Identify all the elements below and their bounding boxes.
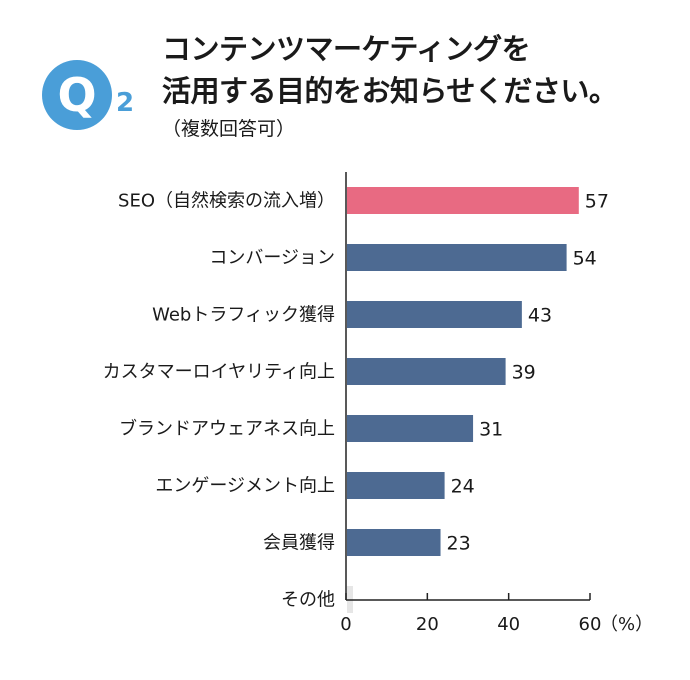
question-badge: Q (42, 60, 112, 130)
category-label-5: エンゲージメント向上 (155, 476, 335, 497)
bar-1 (347, 244, 567, 271)
category-label-6: 会員獲得 (263, 533, 335, 554)
value-label-4: 31 (479, 419, 503, 441)
bar-0 (347, 187, 579, 214)
value-label-0: 57 (585, 191, 609, 213)
value-label-1: 54 (573, 248, 597, 270)
question-number: 2 (116, 88, 135, 118)
x-axis-unit: （%） (600, 614, 653, 635)
x-tick-label-3: 60 (579, 614, 602, 635)
title-line-1: コンテンツマーケティングを (162, 32, 531, 66)
x-tick-label-1: 20 (416, 614, 439, 635)
bar-4 (347, 415, 474, 442)
category-label-1: コンバージョン (209, 248, 335, 269)
category-label-2: Webトラフィック獲得 (152, 305, 335, 326)
bar-3 (347, 358, 506, 385)
bars-group: SEO（自然検索の流入増） 57 コンバージョン 54 Webトラフィック獲得 43 カスタ… (103, 187, 609, 613)
value-label-5: 24 (451, 476, 475, 498)
category-label-4: ブランドアウェアネス向上 (119, 418, 335, 440)
value-label-3: 39 (512, 362, 536, 384)
category-label-3: カスタマーロイヤリティ向上 (103, 362, 335, 383)
chart-title: コンテンツマーケティングを 活用する目的をお知らせください。 (162, 28, 682, 112)
chart-subtitle: （複数回答可） (162, 118, 296, 140)
x-tick-label-0: 0 (340, 614, 351, 635)
category-label-7: その他 (281, 590, 335, 611)
bar-2 (347, 301, 522, 328)
category-label-0: SEO（自然検索の流入増） (118, 191, 335, 212)
bar-6 (347, 529, 441, 556)
x-tick-label-2: 40 (497, 614, 520, 635)
badge-letter: Q (57, 68, 97, 122)
bar-5 (347, 472, 445, 499)
title-line-2: 活用する目的をお知らせください。 (162, 74, 618, 108)
axis-group: 0 20 40 60（%） (340, 172, 653, 635)
badge-circle (42, 60, 112, 130)
value-label-6: 23 (447, 533, 471, 555)
value-label-2: 43 (528, 305, 552, 327)
